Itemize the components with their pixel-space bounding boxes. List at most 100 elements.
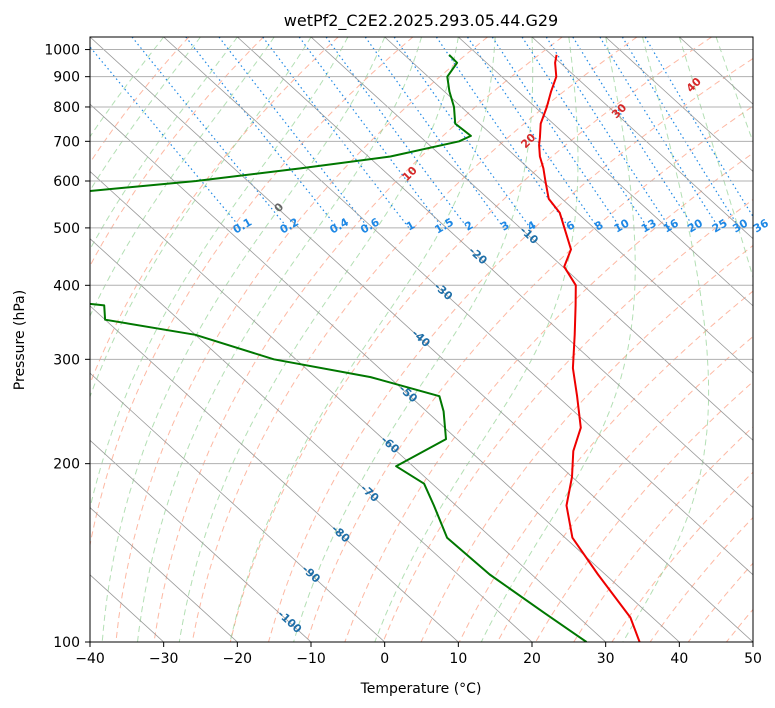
dry-adiabat (496, 335, 753, 642)
isotherm-line (90, 37, 753, 642)
moist-adiabat-label: 30 (609, 101, 629, 121)
isotherm-line (458, 37, 753, 307)
moist-adiabat (90, 37, 312, 398)
x-tick-label: 30 (597, 651, 615, 667)
mixing-ratio-label: 36 (751, 216, 771, 235)
x-tick-label: 10 (449, 651, 467, 667)
mixing-ratio-label: 20 (685, 216, 705, 235)
x-axis: −40 −30 −20 −10 0 10 20 30 40 50 (75, 642, 762, 667)
mixing-ratio-label: 13 (639, 217, 659, 236)
y-axis-title: Pressure (hPa) (12, 290, 28, 390)
y-tick-label: 200 (53, 457, 80, 473)
moist-adiabat (90, 37, 201, 192)
isotherm-line (90, 305, 459, 642)
mixing-ratio-line (262, 37, 410, 229)
mixing-ratio-line (572, 37, 695, 229)
y-tick-label: 300 (53, 352, 80, 368)
mixing-ratio-label: 30 (730, 216, 750, 235)
moist-adiabat-label: 40 (684, 75, 704, 95)
temperature-profile (538, 54, 641, 642)
x-tick-label: −40 (75, 651, 105, 667)
mixing-ratio-line (218, 37, 369, 229)
isotherm-line (531, 37, 753, 240)
isotherm-line (90, 507, 238, 642)
dry-adiabat (535, 381, 753, 642)
isotherm-line (605, 37, 753, 172)
moist-adiabat (374, 37, 579, 642)
y-tick-label: 800 (53, 100, 80, 116)
mixing-ratio-label: 0.4 (327, 215, 351, 236)
dry-adiabat (344, 152, 753, 642)
y-tick-label: 900 (53, 70, 80, 86)
x-tick-label: −10 (296, 651, 326, 667)
dry-adiabat (90, 37, 264, 267)
dewpoint-profile (90, 54, 588, 642)
isotherm-line (163, 37, 753, 576)
isotherm-line (310, 37, 753, 441)
isotherm-line (752, 37, 753, 38)
mixing-ratio-label: 0.1 (231, 215, 254, 236)
dry-adiabat (306, 105, 753, 642)
isotherm-line (90, 238, 533, 642)
moist-adiabat (137, 37, 422, 642)
x-tick-label: 20 (523, 651, 541, 667)
dry-adiabat (153, 37, 563, 642)
mixing-ratio-labels: 0.1 0.2 0.4 0.6 1 1.5 2 3 4 6 8 10 13 16 20 25 30 36 (231, 215, 771, 236)
chart-title: wetPf2_C2E2.2025.293.05.44.G29 (284, 11, 558, 31)
moist-adiabat-label: 20 (518, 131, 538, 151)
mixing-ratio-line (364, 37, 505, 229)
moist-adiabat (90, 37, 275, 318)
y-tick-label: 400 (53, 278, 80, 294)
x-tick-label: −30 (149, 651, 179, 667)
mixing-ratio-label: 2 (462, 218, 475, 233)
mixing-ratio-line (131, 37, 289, 229)
moist-adiabat (678, 37, 753, 280)
dry-adiabat (229, 37, 712, 642)
moist-adiabat (90, 37, 349, 511)
dry-adiabat (191, 37, 638, 642)
mixing-ratio-line (545, 37, 671, 229)
isotherm-line (384, 37, 753, 374)
y-tick-label: 600 (53, 174, 80, 190)
mixing-ratio-line (521, 37, 649, 229)
x-tick-label: 40 (670, 651, 688, 667)
x-axis-title: Temperature (°C) (360, 681, 482, 697)
moist-adiabat (480, 37, 636, 642)
mixing-ratio-line (435, 37, 570, 229)
mixing-ratio-line (599, 37, 720, 229)
moist-adiabat (90, 37, 165, 138)
isotherm-line (237, 37, 753, 509)
mixing-ratio-line (466, 37, 599, 229)
dry-adiabat (90, 37, 414, 548)
mixing-ratio-line (298, 37, 444, 229)
x-tick-label: −20 (223, 651, 253, 667)
dry-adiabat (573, 426, 753, 642)
dry-adiabat (90, 37, 339, 386)
dry-adiabat (420, 244, 753, 642)
moist-adiabat-label: 0 (272, 200, 287, 215)
x-tick-label: 50 (744, 651, 762, 667)
dry-adiabat (611, 471, 753, 642)
mixing-ratio-label: 0.2 (278, 216, 301, 237)
dry-adiabat (726, 608, 753, 642)
isotherm-line (90, 372, 385, 642)
plot-frame (89, 36, 754, 643)
dry-adiabat (115, 37, 488, 642)
dry-adiabat (649, 516, 753, 642)
mixing-ratio-label: 25 (710, 217, 730, 236)
mixing-ratio-line (90, 46, 242, 229)
mixing-ratio-line (393, 37, 531, 229)
isotherm-line (90, 103, 680, 642)
moist-adiabat (178, 37, 459, 642)
dry-adiabat (90, 37, 190, 164)
mixing-ratio-label: 10 (612, 216, 632, 235)
dry-adiabat (687, 562, 753, 642)
mixing-ratio-label: 8 (592, 218, 605, 233)
moist-adiabat (622, 37, 710, 642)
moist-adiabat (752, 37, 753, 39)
background-lines (90, 37, 753, 642)
moist-adiabat (715, 37, 753, 144)
profiles (90, 54, 641, 642)
dry-adiabat (268, 57, 753, 642)
